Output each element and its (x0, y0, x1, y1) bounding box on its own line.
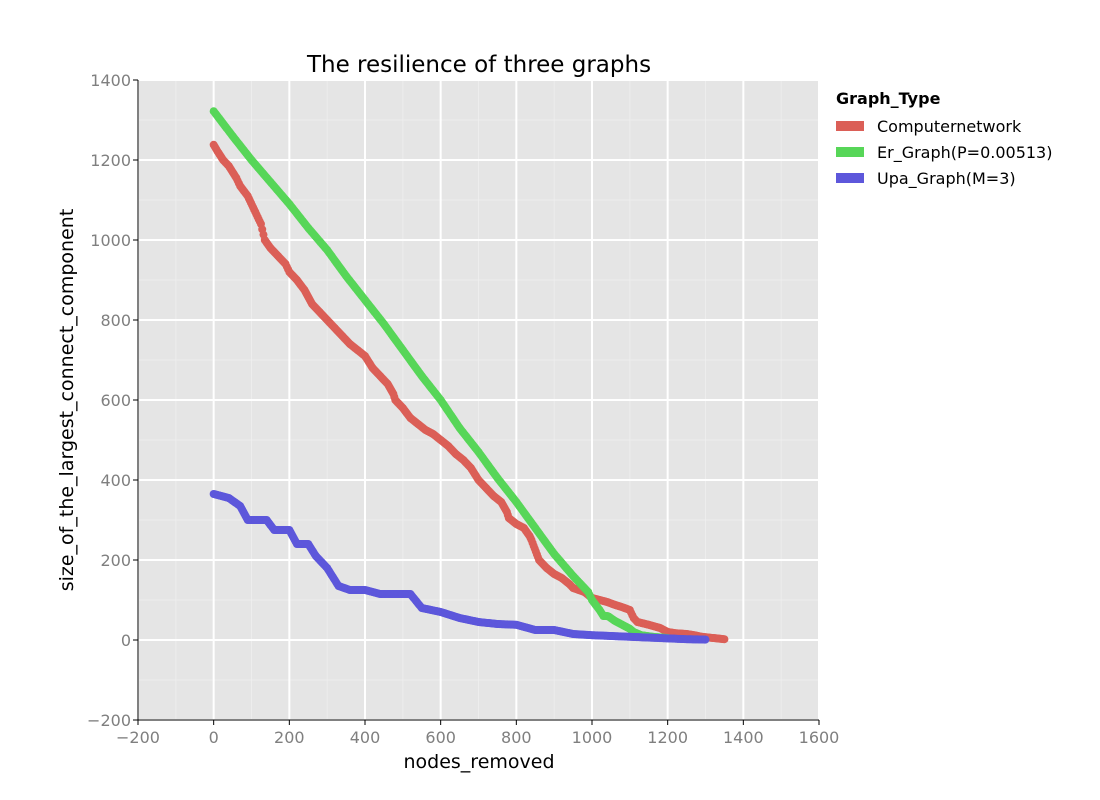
y-tick-label: 0 (121, 631, 131, 650)
legend-swatch (836, 121, 864, 131)
chart-title: The resilience of three graphs (306, 52, 651, 78)
y-axis-title: size_of_the_largest_connect_component (56, 209, 78, 592)
legend-label: Er_Graph(P=0.00513) (877, 143, 1052, 163)
y-tick-label: 400 (100, 471, 131, 490)
data-marks (209, 107, 729, 644)
legend-label: Upa_Graph(M=3) (877, 169, 1016, 189)
legend-swatch (836, 147, 864, 157)
data-point (720, 635, 729, 644)
legend-swatch (836, 173, 864, 183)
x-tick-label: 600 (425, 728, 456, 747)
y-tick-label: 1000 (90, 231, 131, 250)
x-tick-label: 0 (209, 728, 219, 747)
y-tick-label: 200 (100, 551, 131, 570)
y-tick-label: −200 (87, 711, 131, 730)
y-tick-label: 800 (100, 311, 131, 330)
legend: Graph_Type Computernetwork Er_Graph(P=0.0… (836, 89, 1052, 189)
legend-title: Graph_Type (836, 89, 941, 108)
data-point (701, 635, 710, 644)
y-tick-label: 1200 (90, 151, 131, 170)
series-2 (209, 490, 710, 644)
x-tick-label: 200 (274, 728, 305, 747)
x-tick-label: 400 (350, 728, 381, 747)
x-tick-label: 1200 (647, 728, 688, 747)
x-tick-label: 800 (501, 728, 532, 747)
axes: −200 0 200 400 600 800 1000 1200 1400 1600 −200 0 20… (87, 71, 839, 747)
y-tick-label: 600 (100, 391, 131, 410)
legend-label: Computernetwork (877, 117, 1022, 136)
series-0 (209, 140, 729, 644)
x-tick-label: −200 (116, 728, 160, 747)
y-tick-label: 1400 (90, 71, 131, 90)
x-tick-label: 1400 (723, 728, 764, 747)
x-axis-title: nodes_removed (403, 751, 554, 773)
x-tick-label: 1600 (799, 728, 840, 747)
x-tick-label: 1000 (572, 728, 613, 747)
